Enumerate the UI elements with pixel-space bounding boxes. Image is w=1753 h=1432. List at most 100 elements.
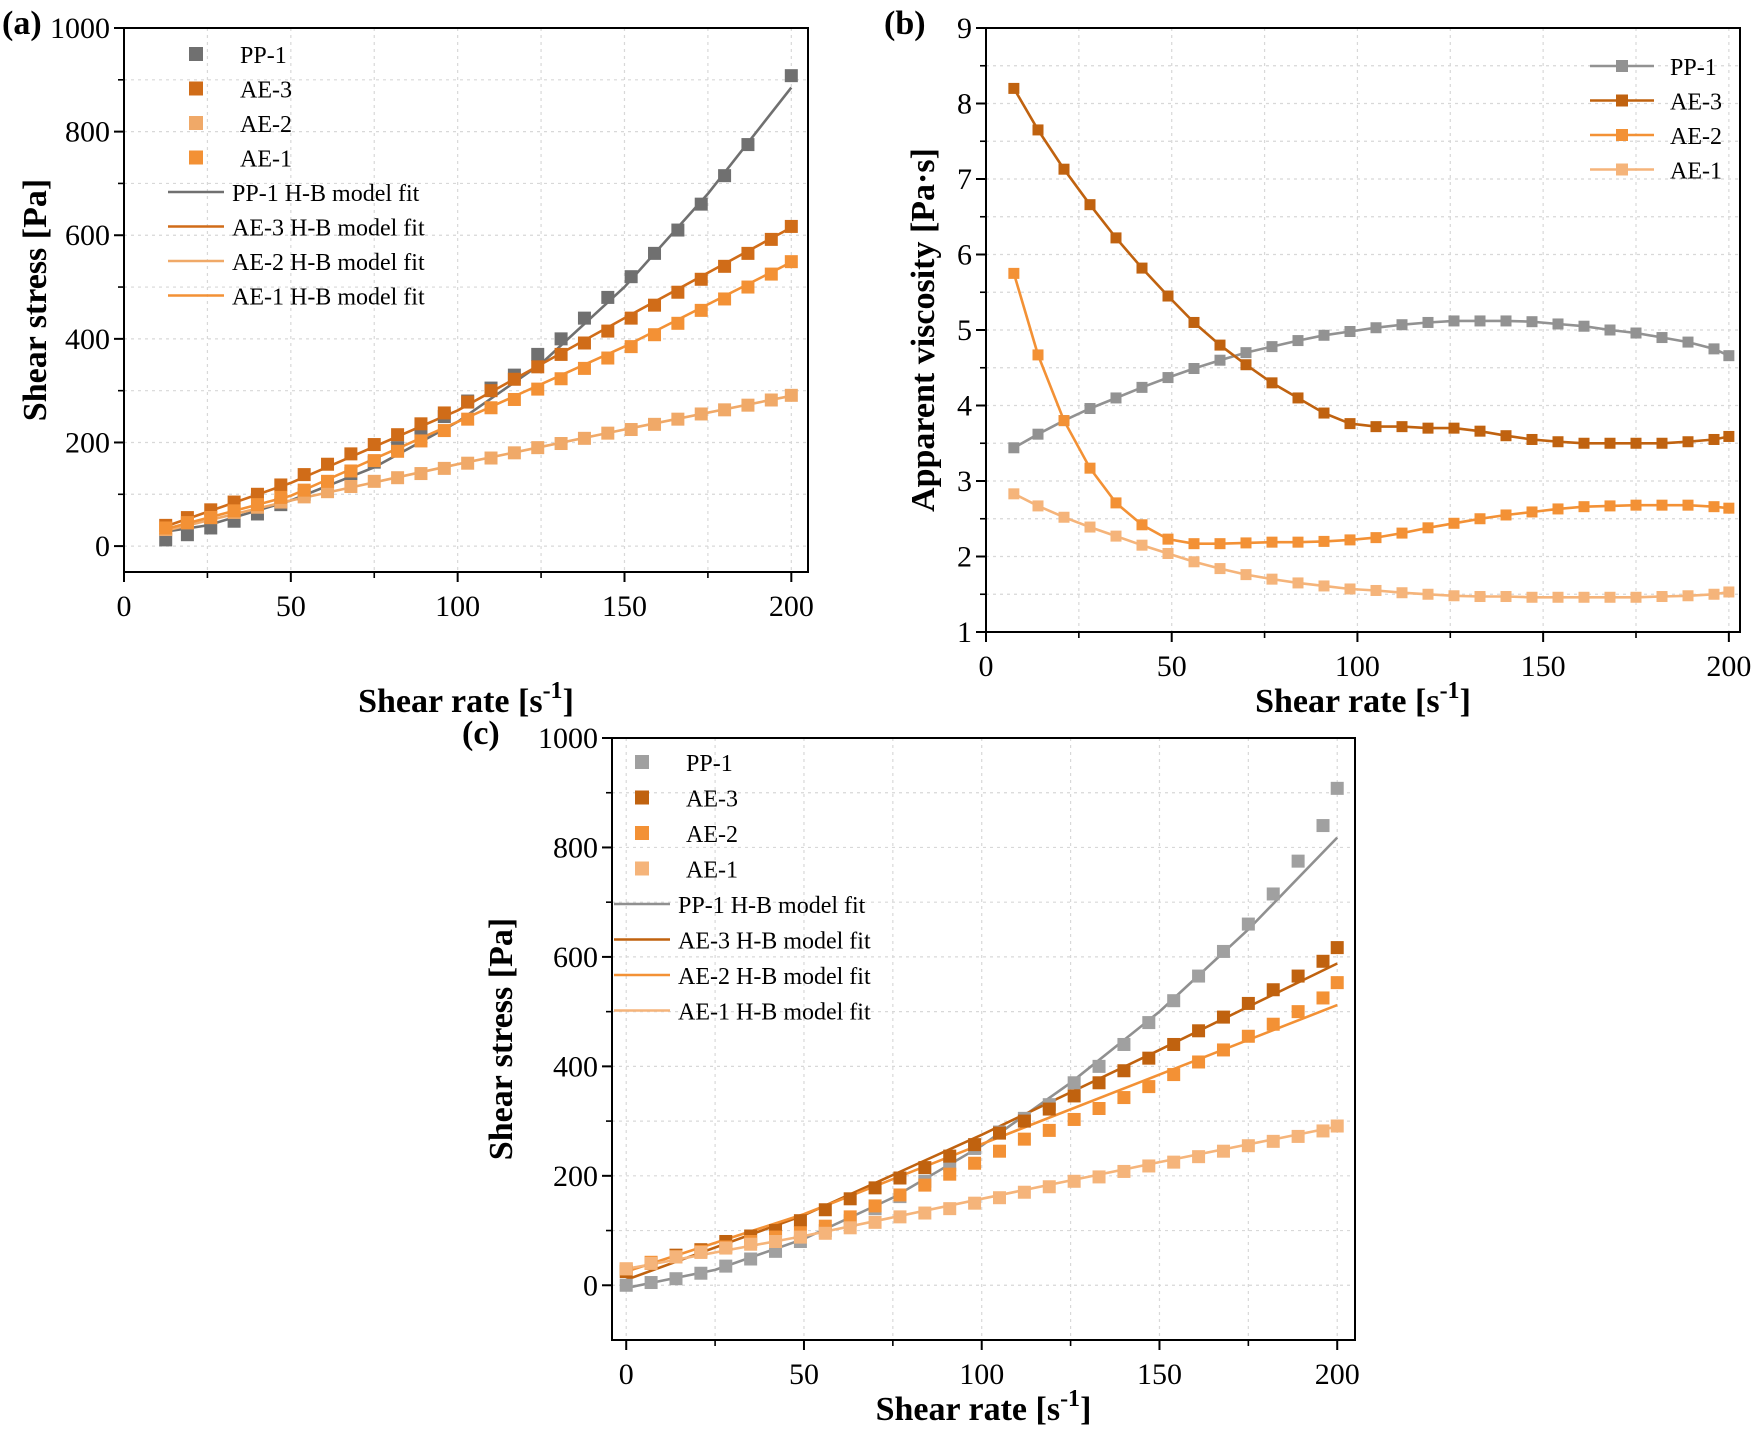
data-point	[1214, 339, 1226, 351]
chart-panel-3: 0 50 100 150 200 0 200 400 600 800 1000 Shear rate …	[462, 715, 1360, 1428]
data-point	[1042, 1180, 1056, 1194]
data-point	[1162, 547, 1174, 559]
data-point	[437, 461, 451, 475]
legend-label: AE-1	[1670, 159, 1722, 185]
data-point	[1058, 163, 1070, 175]
data-point	[843, 1221, 857, 1235]
data-point	[484, 451, 498, 465]
data-point	[918, 1161, 932, 1175]
data-point	[1058, 511, 1070, 523]
data-point	[159, 521, 173, 535]
data-point	[437, 424, 451, 438]
x-tick-label: 200	[769, 590, 814, 623]
data-point	[1266, 536, 1278, 548]
data-point	[1474, 513, 1486, 525]
data-point	[1396, 587, 1408, 599]
data-point	[1117, 1164, 1131, 1178]
data-point	[1292, 577, 1304, 589]
data-point	[671, 223, 685, 237]
x-tick-label: 200	[1706, 650, 1751, 683]
data-point	[1292, 536, 1304, 548]
data-point	[554, 372, 568, 386]
x-tick-label: 150	[1137, 1358, 1182, 1391]
data-point	[1316, 1124, 1330, 1138]
data-point	[1708, 343, 1720, 355]
data-point	[1422, 422, 1434, 434]
data-point	[414, 417, 428, 431]
data-point	[1604, 500, 1616, 512]
gridlines	[124, 28, 808, 572]
data-point	[507, 446, 521, 460]
data-point	[1682, 336, 1694, 348]
data-point	[204, 511, 218, 525]
panel-label: (b)	[884, 5, 926, 42]
x-tick-label: 0	[979, 650, 994, 683]
data-point	[943, 1202, 957, 1216]
x-tick-label: 150	[602, 590, 647, 623]
data-point	[344, 464, 358, 478]
data-point	[1291, 854, 1305, 868]
data-point	[1474, 425, 1486, 437]
series-line-ae-1	[1013, 492, 1730, 599]
data-point	[1241, 1029, 1255, 1043]
data-point	[1192, 1024, 1206, 1038]
plot-frame	[611, 737, 1356, 1341]
data-point	[601, 290, 615, 304]
data-point	[1162, 533, 1174, 545]
data-point	[1008, 488, 1020, 500]
data-point	[1500, 591, 1512, 603]
data-point	[741, 398, 755, 412]
data-point	[1318, 580, 1330, 592]
data-point	[437, 406, 451, 420]
data-point	[1723, 350, 1735, 362]
data-point	[784, 255, 798, 269]
legend-marker	[189, 47, 203, 61]
data-point	[968, 1196, 982, 1210]
data-point	[1067, 1112, 1081, 1126]
data-point	[297, 468, 311, 482]
y-tick-label: 8	[957, 88, 972, 121]
data-point	[1084, 462, 1096, 474]
data-point	[1448, 517, 1460, 529]
data-point	[1017, 1114, 1031, 1128]
data-point	[414, 467, 428, 481]
data-point	[461, 395, 475, 409]
legend-item: PP-1 H-B model fit	[168, 181, 420, 207]
data-point	[694, 303, 708, 317]
data-point	[1110, 232, 1122, 244]
data-point	[1017, 1185, 1031, 1199]
y-tick-label: 4	[957, 390, 972, 423]
data-point	[1142, 1016, 1156, 1030]
data-point	[1500, 509, 1512, 521]
data-point	[718, 259, 732, 273]
legend-item: AE-1	[635, 858, 738, 884]
data-point	[1117, 1091, 1131, 1105]
data-point	[1396, 421, 1408, 433]
data-point	[321, 457, 335, 471]
data-point	[1216, 1010, 1230, 1024]
legend-label: AE-2	[240, 112, 292, 138]
legend-marker	[635, 826, 649, 840]
y-tick-label: 0	[95, 530, 110, 563]
data-point	[648, 328, 662, 342]
data-point	[1708, 433, 1720, 445]
data-point	[1188, 556, 1200, 568]
data-point	[531, 360, 545, 374]
legend-item: AE-2	[189, 112, 292, 138]
legend-label: AE-3	[240, 78, 292, 104]
legend-label: AE-3 H-B model fit	[678, 929, 871, 955]
data-point	[1292, 335, 1304, 347]
y-tick-label: 2	[957, 541, 972, 574]
data-point	[274, 478, 288, 492]
legend-label: AE-1	[240, 147, 292, 173]
data-point	[1448, 590, 1460, 602]
data-point	[1117, 1037, 1131, 1051]
data-point	[648, 298, 662, 312]
y-tick-label: 1	[957, 616, 972, 649]
data-point	[1067, 1174, 1081, 1188]
data-point	[601, 351, 615, 365]
data-point	[1316, 991, 1330, 1005]
data-point	[1092, 1170, 1106, 1184]
data-point	[1084, 403, 1096, 415]
